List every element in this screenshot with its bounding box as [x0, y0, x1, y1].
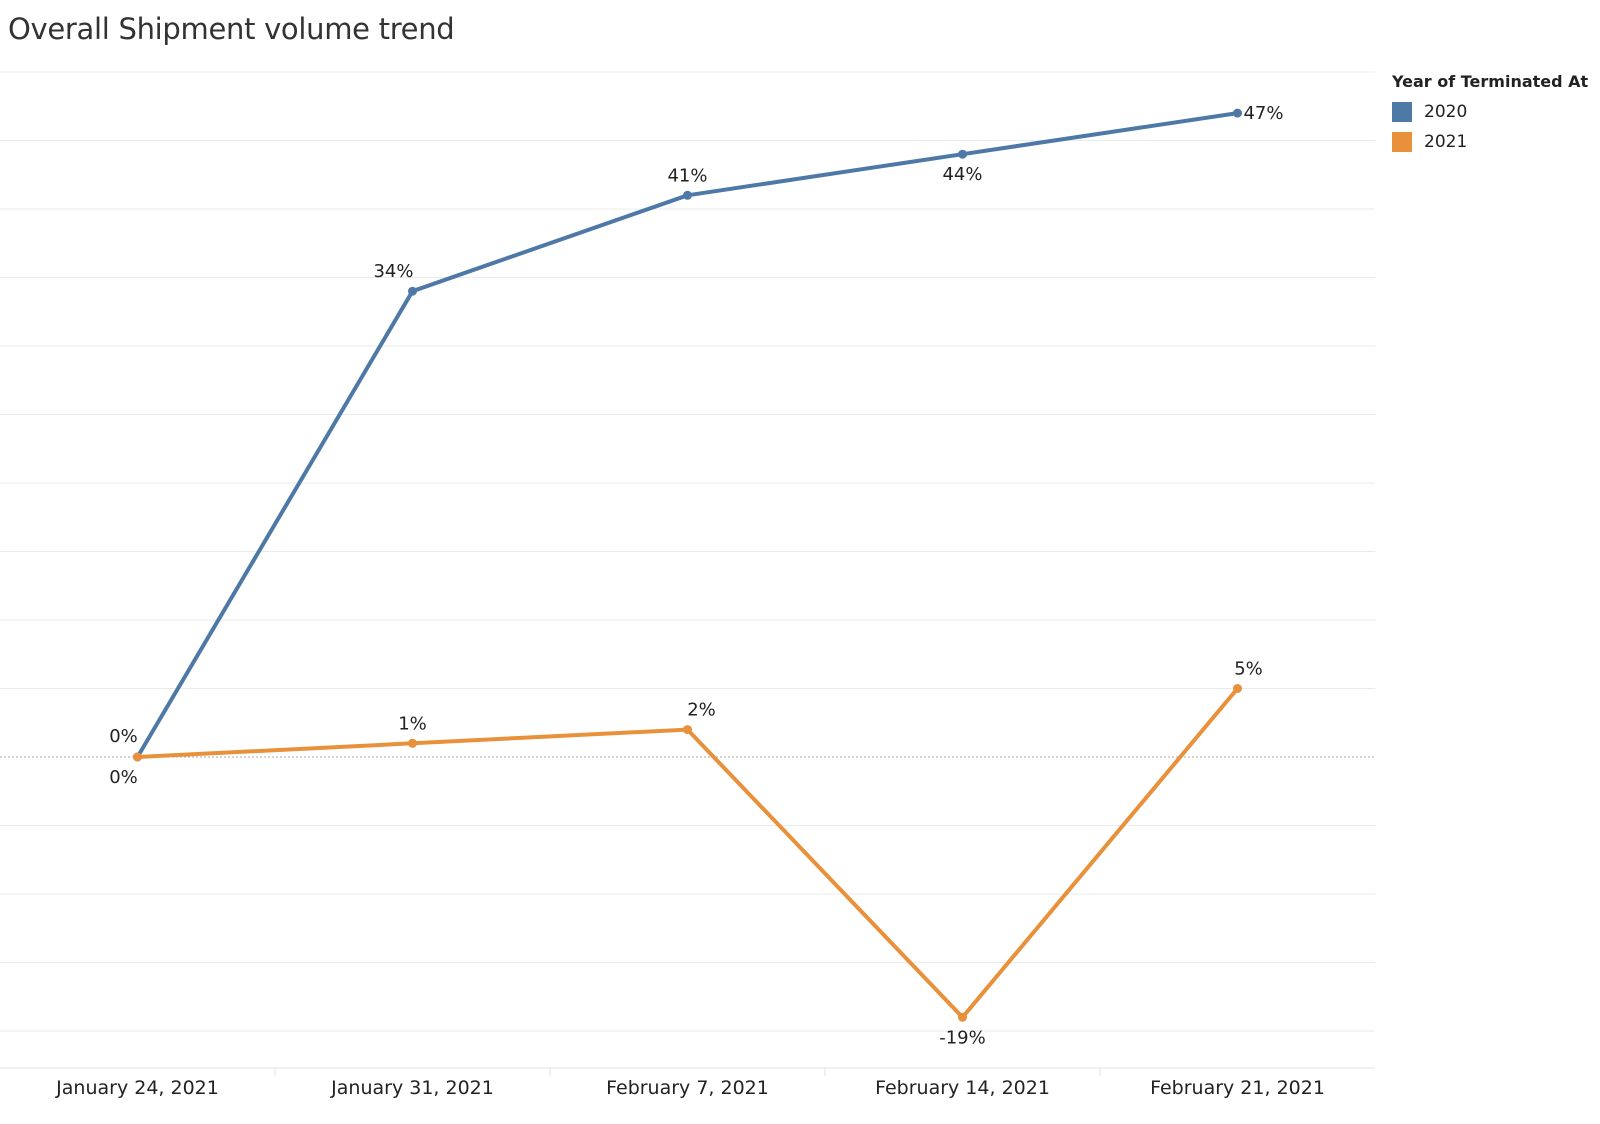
data-label-2021: 5%	[1234, 659, 1263, 680]
series-line-2020	[135, 111, 1238, 759]
data-label-2020: 0%	[109, 726, 138, 747]
data-label-2020: 34%	[373, 261, 413, 282]
legend-label-2020: 2020	[1424, 102, 1468, 122]
legend-item-2020[interactable]: 2020	[1392, 97, 1588, 127]
data-label-2021: 0%	[109, 767, 138, 788]
point-2021	[133, 752, 142, 762]
point-2021	[958, 1012, 967, 1022]
legend-title: Year of Terminated At	[1392, 72, 1589, 91]
data-label-2021: -19%	[939, 1027, 986, 1048]
point-2021	[408, 738, 417, 748]
data-label-2020: 44%	[942, 164, 982, 185]
data-label-2021: 1%	[398, 713, 427, 734]
point-2020	[683, 190, 692, 200]
x-tick-label: February 14, 2021	[875, 1077, 1050, 1099]
x-tick-label: January 24, 2021	[55, 1077, 219, 1099]
point-2020	[408, 286, 417, 296]
legend: Year of Terminated At 2020 2021	[1392, 72, 1588, 157]
data-label-2021: 2%	[687, 700, 716, 721]
legend-swatch-2021	[1392, 132, 1412, 152]
data-label-2020: 47%	[1243, 103, 1283, 124]
point-2021	[683, 725, 692, 735]
series-line-2021	[137, 687, 1240, 1020]
legend-item-2021[interactable]: 2021	[1392, 127, 1588, 157]
data-label-2020: 41%	[667, 165, 707, 186]
legend-swatch-2020	[1392, 102, 1412, 122]
x-tick-label: February 7, 2021	[606, 1077, 769, 1099]
point-2020	[958, 149, 967, 159]
chart-title: Overall Shipment volume trend	[8, 12, 455, 46]
point-2020	[1233, 108, 1242, 118]
x-tick-label: January 31, 2021	[330, 1077, 494, 1099]
point-2021	[1233, 684, 1242, 693]
x-tick-label: February 21, 2021	[1150, 1077, 1325, 1099]
legend-label-2021: 2021	[1424, 132, 1468, 152]
